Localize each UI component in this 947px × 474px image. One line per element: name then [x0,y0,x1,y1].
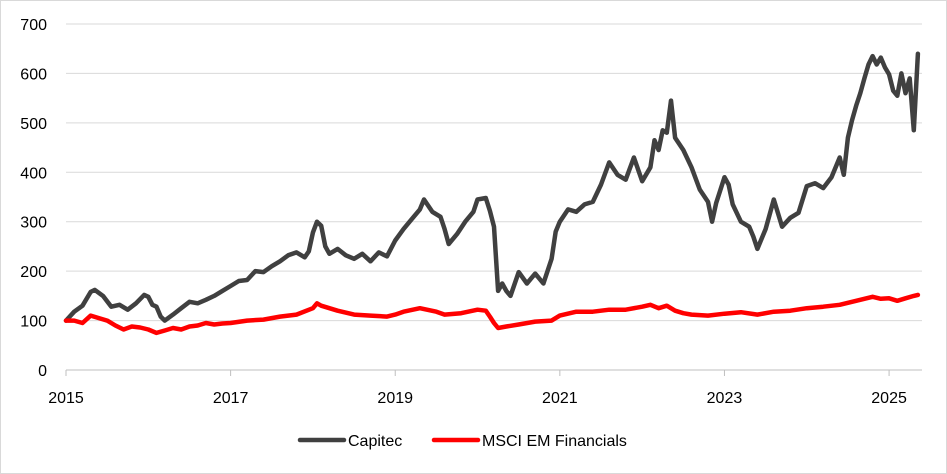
gridlines [66,23,922,322]
legend: Capitec MSCI EM Financials [297,433,627,450]
x-axis: 2015 2017 2019 2021 2023 2025 [48,369,922,407]
x-tick-label: 2017 [213,390,249,407]
x-tick-label: 2023 [707,390,743,407]
x-tick-label: 2025 [871,390,907,407]
series-line-capitec [63,51,921,323]
y-tick-label: 700 [20,17,47,34]
series-lines [63,51,921,336]
series-line-msci-em-financials [63,292,921,336]
y-tick-label: 400 [20,165,47,182]
y-tick-label: 500 [20,116,47,133]
y-tick-label: 300 [20,215,47,232]
y-tick-label: 200 [20,264,47,281]
y-tick-label: 100 [20,314,47,331]
legend-item-msci-em-financials: MSCI EM Financials [431,433,627,450]
y-tick-label: 0 [38,363,47,380]
x-tick-label: 2019 [377,390,413,407]
legend-label: MSCI EM Financials [482,433,627,450]
legend-item-capitec: Capitec [297,433,402,450]
y-tick-label: 600 [20,66,47,83]
legend-label: Capitec [348,433,402,450]
x-tick-label: 2021 [542,390,578,407]
x-tick-label: 2015 [48,390,84,407]
y-axis-ticks: 0 100 200 300 400 500 600 700 [20,17,47,380]
